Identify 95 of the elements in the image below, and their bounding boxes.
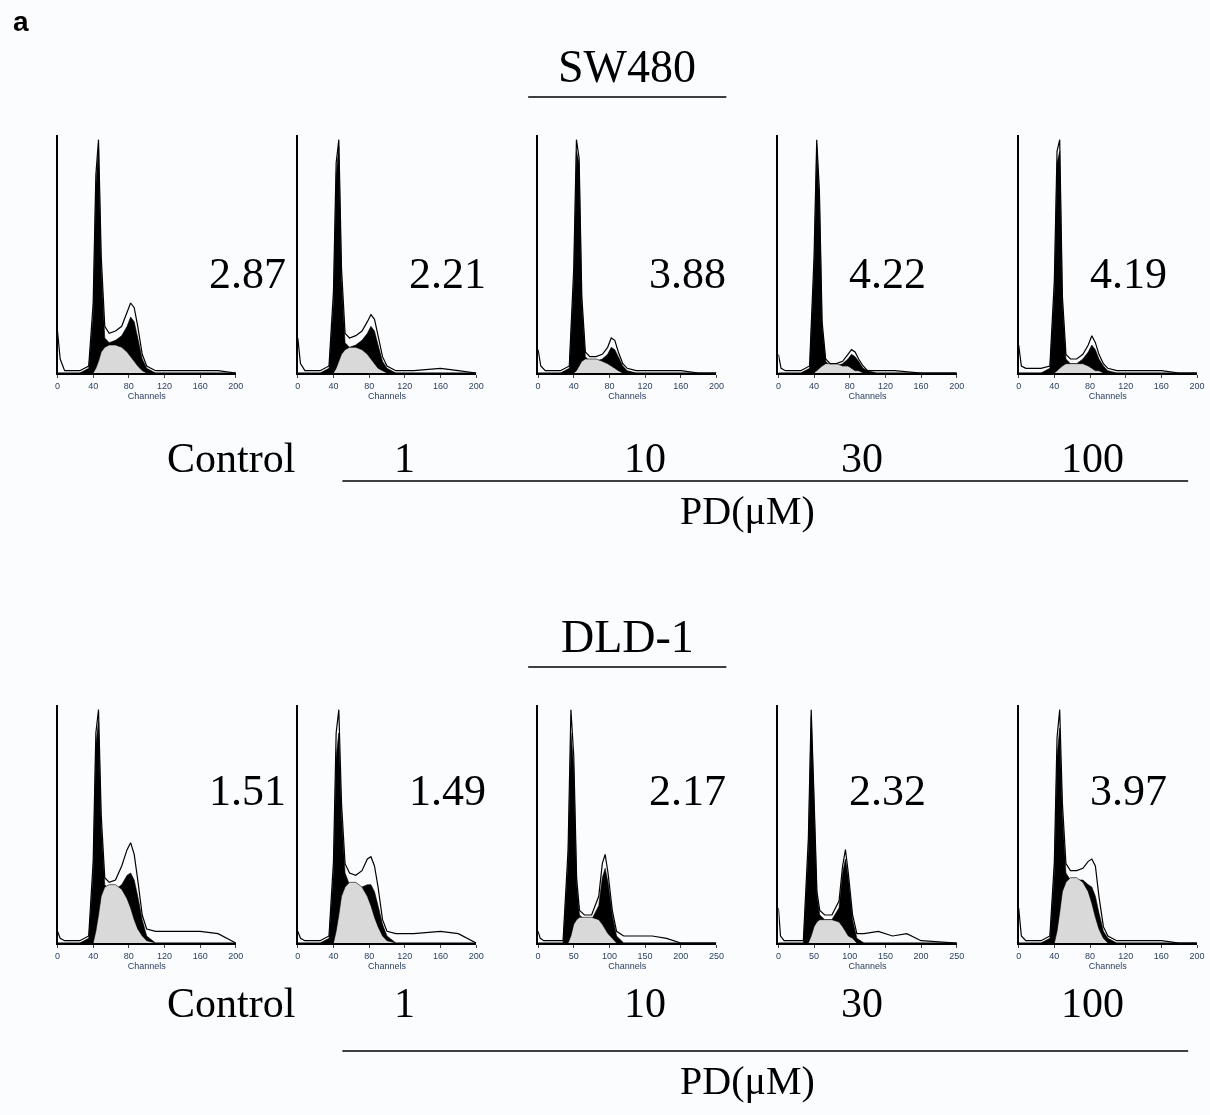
x-tick-label: 200 [468, 380, 484, 391]
x-tick-label: 160 [1153, 380, 1169, 391]
x-axis-title: Channels [848, 390, 888, 401]
x-tick-label: 80 [364, 380, 375, 391]
text: 1 [394, 980, 415, 1026]
text: PD(μM) [680, 488, 815, 533]
annotation: 3.97 [1090, 766, 1167, 815]
x-tick-label: 40 [1049, 950, 1060, 961]
annotation: 2.32 [849, 766, 926, 815]
x-tick-label: 120 [157, 380, 173, 391]
x-tick-label: 160 [673, 380, 689, 391]
annotation: 3.88 [649, 249, 726, 298]
x-tick-label: 80 [364, 950, 375, 961]
x-tick-label: 120 [397, 950, 413, 961]
x-tick-label: 200 [708, 380, 724, 391]
text: 10 [624, 980, 666, 1026]
text: 10 [624, 435, 666, 481]
x-tick-label: 120 [157, 950, 173, 961]
x-tick-label: 100 [842, 950, 858, 961]
text: 30 [841, 435, 883, 481]
x-tick-label: 100 [601, 950, 617, 961]
text: PD(μM) [680, 1058, 815, 1103]
x-tick-label: 200 [949, 380, 965, 391]
x-tick-label: 80 [1085, 950, 1096, 961]
x-tick-label: 120 [1118, 380, 1134, 391]
x-tick-label: 80 [1085, 380, 1096, 391]
x-tick-label: 0 [54, 380, 61, 391]
x-tick-label: 0 [295, 380, 301, 391]
text: a [13, 6, 29, 37]
x-tick-label: 200 [913, 950, 929, 961]
annotation: 1.51 [209, 766, 286, 815]
x-tick-label: 50 [809, 950, 820, 961]
x-tick-label: 200 [228, 950, 244, 961]
x-axis-title: Channels [127, 960, 167, 971]
x-tick-label: 200 [468, 950, 484, 961]
x-tick-label: 160 [192, 380, 208, 391]
x-tick-label: 250 [949, 950, 965, 961]
x-tick-label: 0 [775, 380, 781, 391]
x-tick-label: 160 [432, 950, 448, 961]
annotation: 2.87 [209, 249, 286, 298]
text: 1 [394, 435, 415, 481]
x-tick-label: 200 [1189, 950, 1205, 961]
x-tick-label: 120 [1118, 950, 1134, 961]
x-tick-label: 40 [88, 950, 99, 961]
text: 100 [1061, 435, 1124, 481]
x-axis-title: Channels [1088, 960, 1128, 971]
x-tick-label: 0 [54, 950, 61, 961]
x-tick-label: 200 [1189, 380, 1205, 391]
x-tick-label: 0 [535, 950, 541, 961]
text: Control [167, 435, 296, 481]
x-tick-label: 0 [535, 380, 541, 391]
x-tick-label: 160 [432, 380, 448, 391]
x-tick-label: 80 [123, 950, 134, 961]
x-axis-title: Channels [608, 960, 647, 971]
x-tick-label: 40 [1049, 380, 1060, 391]
x-axis-title: Channels [848, 960, 888, 971]
x-tick-label: 160 [192, 950, 208, 961]
x-tick-label: 120 [877, 380, 893, 391]
annotation: 1.49 [409, 766, 486, 815]
x-tick-label: 0 [1016, 950, 1022, 961]
x-tick-label: 120 [637, 380, 653, 391]
x-tick-label: 0 [295, 950, 301, 961]
annotation: 2.21 [409, 249, 486, 298]
x-tick-label: 150 [637, 950, 653, 961]
x-tick-label: 160 [1153, 950, 1169, 961]
x-tick-label: 0 [1016, 380, 1022, 391]
x-tick-label: 50 [568, 950, 579, 961]
x-tick-label: 200 [228, 380, 244, 391]
x-axis-title: Channels [608, 390, 647, 401]
annotation: 4.22 [849, 249, 926, 298]
x-tick-label: 0 [775, 950, 781, 961]
x-tick-label: 40 [568, 380, 579, 391]
x-axis-title: Channels [367, 390, 407, 401]
x-tick-label: 160 [913, 380, 929, 391]
x-tick-label: 200 [673, 950, 689, 961]
x-tick-label: 120 [397, 380, 413, 391]
x-axis-title: Channels [367, 960, 407, 971]
x-tick-label: 150 [877, 950, 893, 961]
x-tick-label: 250 [708, 950, 724, 961]
annotation: 4.19 [1090, 249, 1167, 298]
x-tick-label: 80 [604, 380, 615, 391]
x-tick-label: 40 [809, 380, 820, 391]
x-tick-label: 40 [328, 380, 339, 391]
annotation: 2.17 [649, 766, 726, 815]
text: DLD-1 [561, 611, 694, 662]
text: SW480 [558, 41, 696, 92]
x-tick-label: 80 [844, 380, 855, 391]
x-tick-label: 40 [88, 380, 99, 391]
x-axis-title: Channels [127, 390, 167, 401]
x-axis-title: Channels [1088, 390, 1128, 401]
x-tick-label: 80 [123, 380, 134, 391]
text: 30 [841, 980, 883, 1026]
text: Control [167, 980, 296, 1026]
x-tick-label: 40 [328, 950, 339, 961]
text: 100 [1061, 980, 1124, 1026]
